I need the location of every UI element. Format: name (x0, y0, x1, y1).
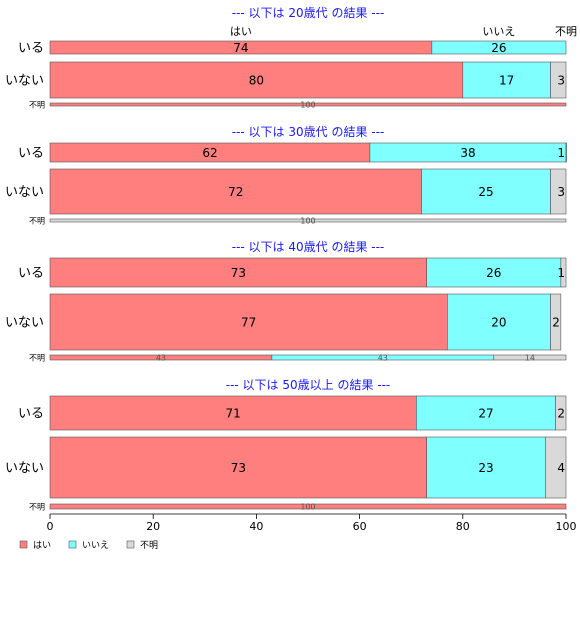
bar-segment-不明 (493, 354, 567, 361)
legend-label: 不明 (140, 540, 158, 551)
category-header-label: いいえ (482, 25, 515, 38)
panel-title: --- 以下は 50歳以上 の結果 --- (226, 378, 391, 392)
legend-label: はい (33, 540, 51, 551)
bar-segment-いいえ (431, 40, 567, 55)
row-label: いる (18, 266, 44, 281)
bar-segment-はい (49, 102, 567, 107)
row-label: 不明 (29, 101, 45, 110)
row-label: いない (5, 316, 44, 331)
data-label: 100 (300, 503, 315, 512)
data-label: 2 (557, 407, 565, 421)
data-label: 27 (478, 407, 493, 421)
bar-segment-不明 (550, 168, 567, 215)
x-tick-label: 40 (249, 520, 263, 533)
panel-title: --- 以下は 20歳代 の結果 --- (232, 6, 385, 20)
data-label: 43 (378, 354, 388, 363)
data-label: 25 (478, 185, 493, 199)
bar-segment-はい (49, 436, 427, 499)
data-label: 100 (300, 217, 315, 226)
bar-segment-不明 (555, 395, 567, 431)
category-header-label: はい (230, 25, 252, 38)
data-label: 62 (202, 146, 217, 160)
data-label: 4 (557, 461, 565, 475)
data-label: 17 (499, 74, 514, 88)
data-label: 20 (491, 316, 506, 330)
bar-segment-不明 (49, 218, 567, 223)
row-label: いる (18, 146, 44, 161)
legend-label: いいえ (82, 540, 109, 551)
bar-segment-不明 (545, 436, 567, 499)
bar-segment-不明 (550, 293, 562, 351)
panel-title: --- 以下は 40歳代 の結果 --- (232, 240, 385, 254)
data-label: 72 (228, 185, 243, 199)
row-label: 不明 (29, 354, 45, 363)
data-label: 26 (486, 266, 501, 280)
legend-swatch (19, 540, 28, 549)
row-label: 不明 (29, 217, 45, 226)
panel-title: --- 以下は 30歳代 の結果 --- (232, 125, 385, 139)
bar-segment-いいえ (447, 293, 551, 351)
data-label: 77 (241, 316, 256, 330)
data-label: 80 (249, 74, 264, 88)
bar-segment-はい (49, 293, 448, 351)
legend-swatch (126, 540, 135, 549)
row-label: いない (5, 461, 44, 476)
row-label: いない (5, 185, 44, 200)
bar-segment-いいえ (421, 168, 551, 215)
data-label: 1 (557, 266, 565, 280)
row-label: 不明 (29, 503, 45, 512)
x-tick-label: 20 (146, 520, 160, 533)
bar-segment-はい (49, 503, 567, 510)
bar-segment-はい (49, 61, 464, 99)
data-label: 73 (231, 266, 246, 280)
data-label: 1 (557, 146, 565, 160)
category-header-label: 不明 (555, 25, 577, 38)
x-tick-label: 100 (556, 520, 577, 533)
bar-segment-いいえ (426, 436, 546, 499)
row-label: いる (18, 41, 44, 56)
legend-swatch (68, 540, 77, 549)
x-tick-label: 60 (353, 520, 367, 533)
data-label: 74 (233, 41, 248, 55)
data-label: 38 (460, 146, 475, 160)
row-label: いない (5, 74, 44, 89)
bar-segment-いいえ (426, 257, 562, 288)
data-label: 71 (226, 407, 241, 421)
bar-segment-不明 (565, 142, 567, 163)
x-tick-label: 0 (47, 520, 54, 533)
x-tick-label: 80 (456, 520, 470, 533)
row-label: いる (18, 407, 44, 422)
data-label: 23 (478, 461, 493, 475)
bar-segment-はい (49, 257, 427, 288)
bar-segment-いいえ (416, 395, 556, 431)
data-label: 14 (525, 354, 535, 363)
bar-segment-はい (49, 395, 417, 431)
bar-segment-不明 (560, 257, 567, 288)
data-label: 2 (552, 316, 560, 330)
data-label: 73 (231, 461, 246, 475)
data-label: 3 (557, 185, 565, 199)
data-label: 26 (491, 41, 506, 55)
bar-segment-不明 (550, 61, 567, 99)
data-label: 43 (156, 354, 166, 363)
data-label: 3 (557, 74, 565, 88)
data-label: 100 (300, 101, 315, 110)
